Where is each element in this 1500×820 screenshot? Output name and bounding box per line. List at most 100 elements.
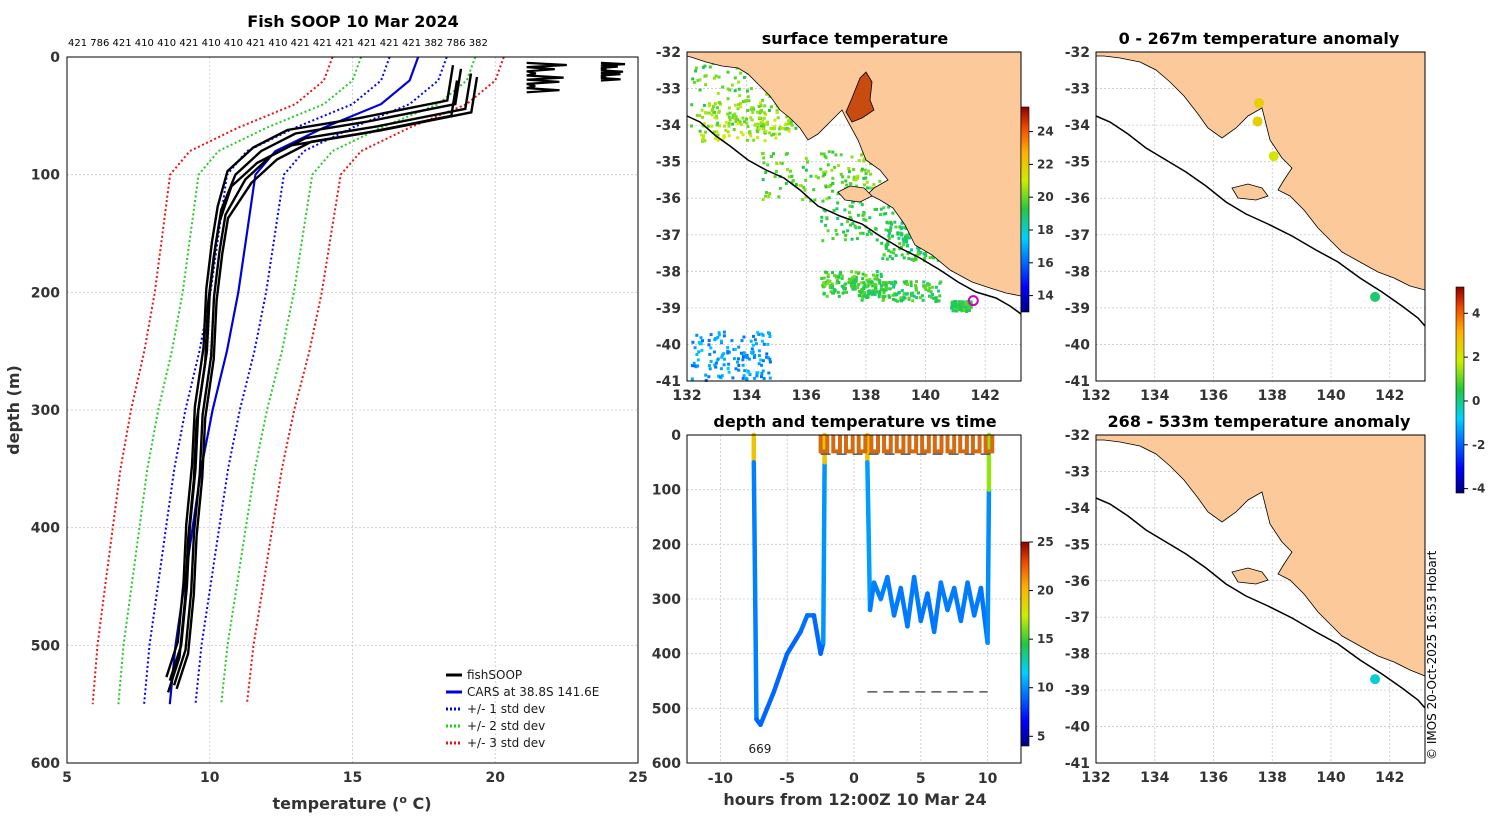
profile-xtick-label: 10 [200, 770, 220, 786]
sst-pixel [838, 270, 842, 274]
sst-pixel [784, 122, 788, 126]
sst-pixel [767, 131, 771, 135]
anomaly1-kangaroo-island [1231, 183, 1269, 201]
sst-pixel [746, 369, 750, 373]
sst-pixel [903, 226, 907, 230]
sst-pixel [768, 360, 772, 364]
anomaly1-ytick-label: -39 [1065, 301, 1090, 317]
sst-pixel [727, 106, 731, 110]
sst-pixel [708, 367, 712, 371]
anomaly2-title: 268 - 533m temperature anomaly [1108, 412, 1411, 431]
sst-ytick-label: -37 [656, 228, 681, 244]
sst-pixel [722, 135, 726, 139]
sst-kangaroo-island [837, 185, 873, 203]
timeseries-surface-dive [983, 435, 995, 454]
sst-pixel [709, 333, 713, 337]
sst-pixel [885, 220, 889, 224]
sst-pixel [761, 369, 765, 373]
sst-pixel [693, 346, 697, 350]
sst-pixel [698, 114, 702, 118]
sst-pixel [755, 342, 758, 346]
sst-pixel [787, 175, 791, 179]
sst-spencer-gulf [845, 71, 875, 123]
sst-pixel [904, 235, 907, 239]
sst-pixel [820, 219, 823, 223]
sst-pixel [763, 111, 767, 115]
sst-pixel [852, 178, 856, 182]
sst-pixel [750, 106, 754, 110]
profile-fishsoop-surface [600, 61, 626, 82]
sst-pixel [693, 364, 697, 368]
sst-pixel [776, 116, 780, 120]
sst-pixel [869, 172, 873, 176]
sst-pixel [834, 153, 838, 157]
anomaly2-ytick-label: -38 [1065, 647, 1090, 663]
sst-pixel [953, 304, 957, 308]
timeseries-xtick-label: -10 [708, 771, 734, 787]
sst-pixel [902, 292, 906, 296]
sst-pixel [728, 118, 732, 122]
sst-pixel [746, 89, 749, 93]
sst-pixel [955, 304, 959, 308]
sst-pixel [862, 176, 866, 180]
sst-pixel [704, 130, 707, 134]
sst-pixel [726, 87, 730, 91]
sst-pixel [861, 295, 865, 299]
sst-pixel [761, 359, 765, 363]
sst-pixel [862, 210, 866, 214]
sst-pixel [714, 361, 718, 365]
sst-pixel [726, 130, 730, 134]
sst-pixel [736, 122, 740, 125]
sst-pixel [868, 282, 872, 286]
sst-pixel [907, 296, 911, 300]
sst-pixel [751, 111, 755, 114]
sst-pixel [857, 283, 861, 287]
sst-pixel [889, 226, 893, 230]
sst-pixel [720, 374, 724, 378]
sst-pixel [746, 356, 750, 360]
sst-pixel [873, 277, 877, 281]
sst-pixel [869, 292, 873, 296]
sst-pixel [751, 350, 755, 354]
sst-pixel [744, 377, 748, 381]
sst-pixel [896, 231, 900, 235]
timeseries-surface-dive [869, 435, 881, 454]
sst-pixel [932, 296, 935, 300]
sst-pixel [849, 279, 853, 283]
sst-xtick-label: 142 [971, 388, 1000, 404]
sst-pixel [690, 364, 694, 368]
sst-pixel [897, 236, 901, 240]
sst-pixel [701, 138, 704, 142]
sst-pixel [762, 156, 766, 160]
profile-std3-lower [91, 56, 334, 705]
sst-colorbar-tick-label: 14 [1037, 289, 1054, 303]
sst-pixel [833, 274, 837, 277]
sst-pixel [874, 288, 877, 292]
sst-pixel [875, 270, 879, 274]
sst-pixel [842, 230, 846, 234]
sst-pixel [737, 103, 741, 107]
profile-top-labels: 421 786 421 410 410 421 410 410 421 410 … [68, 38, 488, 49]
sst-pixel [840, 274, 844, 278]
sst-pixel [880, 241, 884, 245]
timeseries-ytick-label: 200 [652, 537, 681, 553]
sst-shelf-contour [686, 115, 1022, 315]
timeseries-dive-segment [764, 689, 777, 711]
sst-pixel [722, 124, 726, 128]
sst-pixel [745, 121, 749, 125]
sst-pixel [939, 280, 943, 284]
sst-pixel [782, 127, 786, 130]
sst-pixel [765, 352, 769, 356]
anomaly2-ytick-label: -33 [1065, 464, 1090, 480]
sst-pixel [698, 129, 702, 133]
sst-pixel [967, 309, 971, 313]
sst-pixel [738, 94, 742, 98]
sst-pixel [757, 362, 761, 366]
anomaly2-ytick-label: -41 [1065, 756, 1090, 772]
sst-colorbar [1020, 106, 1030, 313]
sst-pixel [720, 355, 724, 359]
sst-pixel [802, 186, 806, 189]
sst-pixel [886, 229, 890, 233]
sst-pixel [889, 220, 893, 224]
sst-pixel [704, 111, 707, 115]
